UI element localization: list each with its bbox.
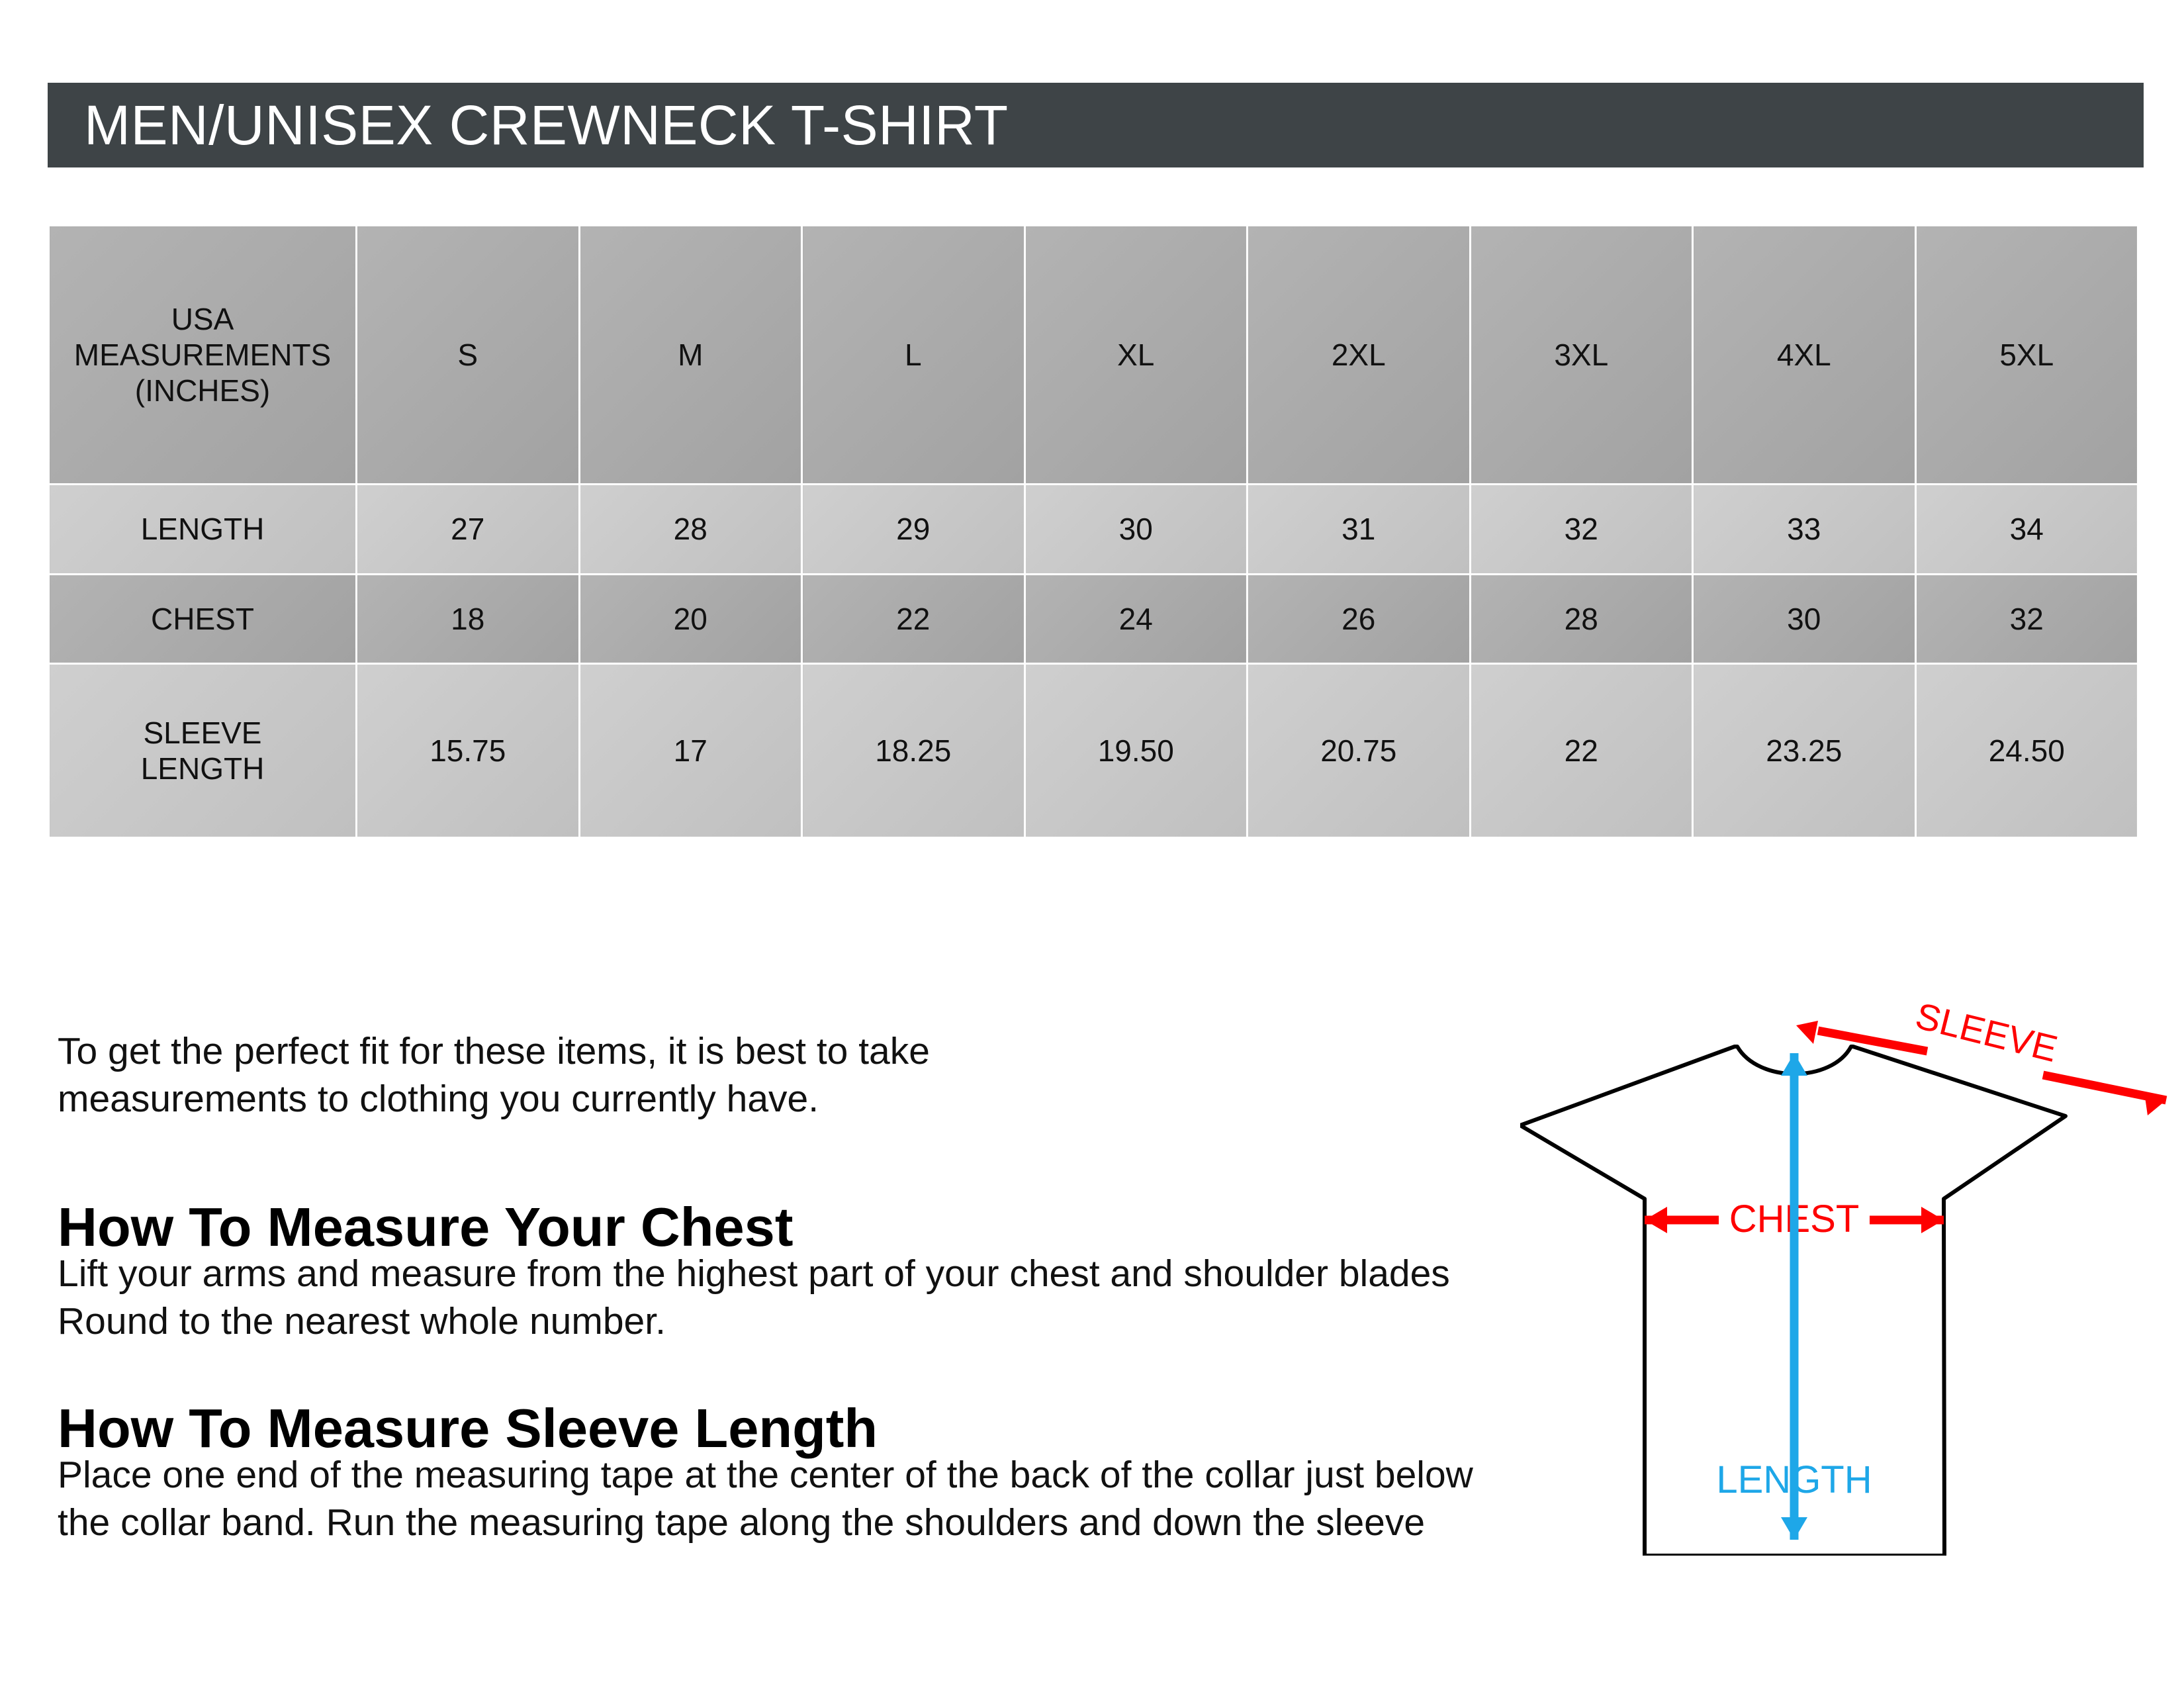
svg-text:LENGTH: LENGTH <box>1716 1458 1872 1501</box>
svg-text:SLEEVE: SLEEVE <box>1911 994 2062 1070</box>
